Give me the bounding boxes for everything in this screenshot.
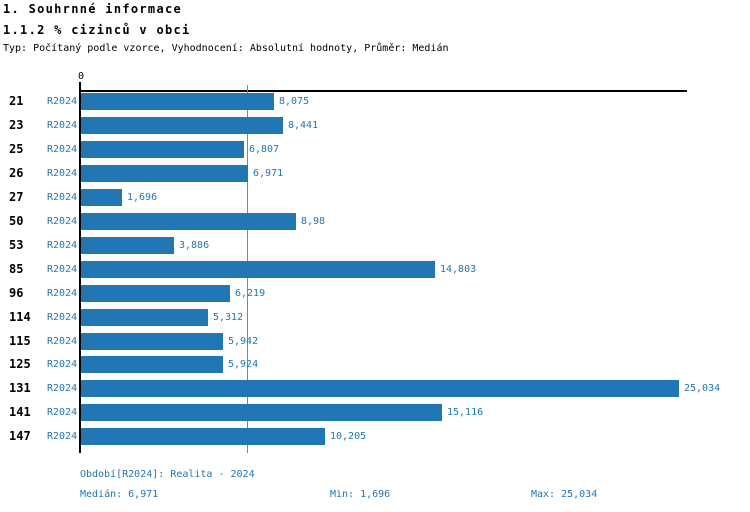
row-category-label: 27	[9, 190, 24, 204]
row-series-label: R2024	[47, 431, 78, 442]
row-series-label: R2024	[47, 192, 78, 203]
bar	[81, 141, 244, 158]
bar	[81, 213, 296, 230]
bar	[81, 93, 274, 110]
row-category-label: 21	[9, 94, 24, 108]
row-category-label: 26	[9, 166, 24, 180]
row-series-label: R2024	[47, 383, 78, 394]
bar-value-label: 5,942	[228, 336, 259, 347]
bar-value-label: 14,803	[440, 264, 477, 275]
row-category-label: 23	[9, 118, 24, 132]
bar-value-label: 15,116	[447, 407, 484, 418]
x-axis-zero-tick-label: 0	[77, 71, 85, 82]
bar-value-label: 6,971	[253, 168, 284, 179]
row-category-label: 25	[9, 142, 24, 156]
row-series-label: R2024	[47, 120, 78, 131]
bar-value-label: 3,886	[179, 240, 210, 251]
report-subtitle: 1.1.2 % cizinců v obci	[3, 23, 191, 37]
row-series-label: R2024	[47, 240, 78, 251]
footer-median-stat: Medián: 6,971	[80, 489, 159, 500]
row-category-label: 96	[9, 286, 24, 300]
row-series-label: R2024	[47, 407, 78, 418]
row-series-label: R2024	[47, 312, 78, 323]
report-meta-line: Typ: Počítaný podle vzorce, Vyhodnocení:…	[3, 43, 449, 54]
row-category-label: 125	[9, 357, 31, 371]
footer-max-stat: Max: 25,034	[531, 489, 598, 500]
report-title: 1. Souhrnné informace	[3, 2, 183, 16]
row-category-label: 114	[9, 310, 31, 324]
x-axis-line	[79, 90, 687, 92]
row-series-label: R2024	[47, 264, 78, 275]
bar-value-label: 6,219	[235, 288, 266, 299]
bar-value-label: 8,075	[279, 96, 310, 107]
bar	[81, 404, 442, 421]
bar	[81, 189, 122, 206]
bar-value-label: 6,807	[249, 144, 280, 155]
bar	[81, 261, 435, 278]
bar	[81, 333, 223, 350]
bar	[81, 237, 174, 254]
bar	[81, 165, 248, 182]
bar-value-label: 8,98	[301, 216, 326, 227]
row-category-label: 115	[9, 334, 31, 348]
bar	[81, 428, 325, 445]
footer-period-label: Období[R2024]: Realita - 2024	[80, 469, 255, 480]
row-category-label: 131	[9, 381, 31, 395]
bar	[81, 309, 208, 326]
bar	[81, 117, 283, 134]
row-series-label: R2024	[47, 336, 78, 347]
row-category-label: 85	[9, 262, 24, 276]
bar-value-label: 8,441	[288, 120, 319, 131]
row-series-label: R2024	[47, 216, 78, 227]
bar	[81, 285, 230, 302]
bar-value-label: 25,034	[684, 383, 721, 394]
bar-value-label: 5,924	[228, 359, 259, 370]
row-category-label: 141	[9, 405, 31, 419]
row-series-label: R2024	[47, 168, 78, 179]
bar	[81, 380, 679, 397]
row-series-label: R2024	[47, 96, 78, 107]
footer-min-stat: Min: 1,696	[330, 489, 391, 500]
bar-value-label: 1,696	[127, 192, 158, 203]
row-category-label: 50	[9, 214, 24, 228]
y-axis-line	[79, 82, 81, 453]
row-category-label: 53	[9, 238, 24, 252]
bar-value-label: 10,205	[330, 431, 367, 442]
bar	[81, 356, 223, 373]
row-category-label: 147	[9, 429, 31, 443]
bar-value-label: 5,312	[213, 312, 244, 323]
row-series-label: R2024	[47, 144, 78, 155]
row-series-label: R2024	[47, 288, 78, 299]
row-series-label: R2024	[47, 359, 78, 370]
